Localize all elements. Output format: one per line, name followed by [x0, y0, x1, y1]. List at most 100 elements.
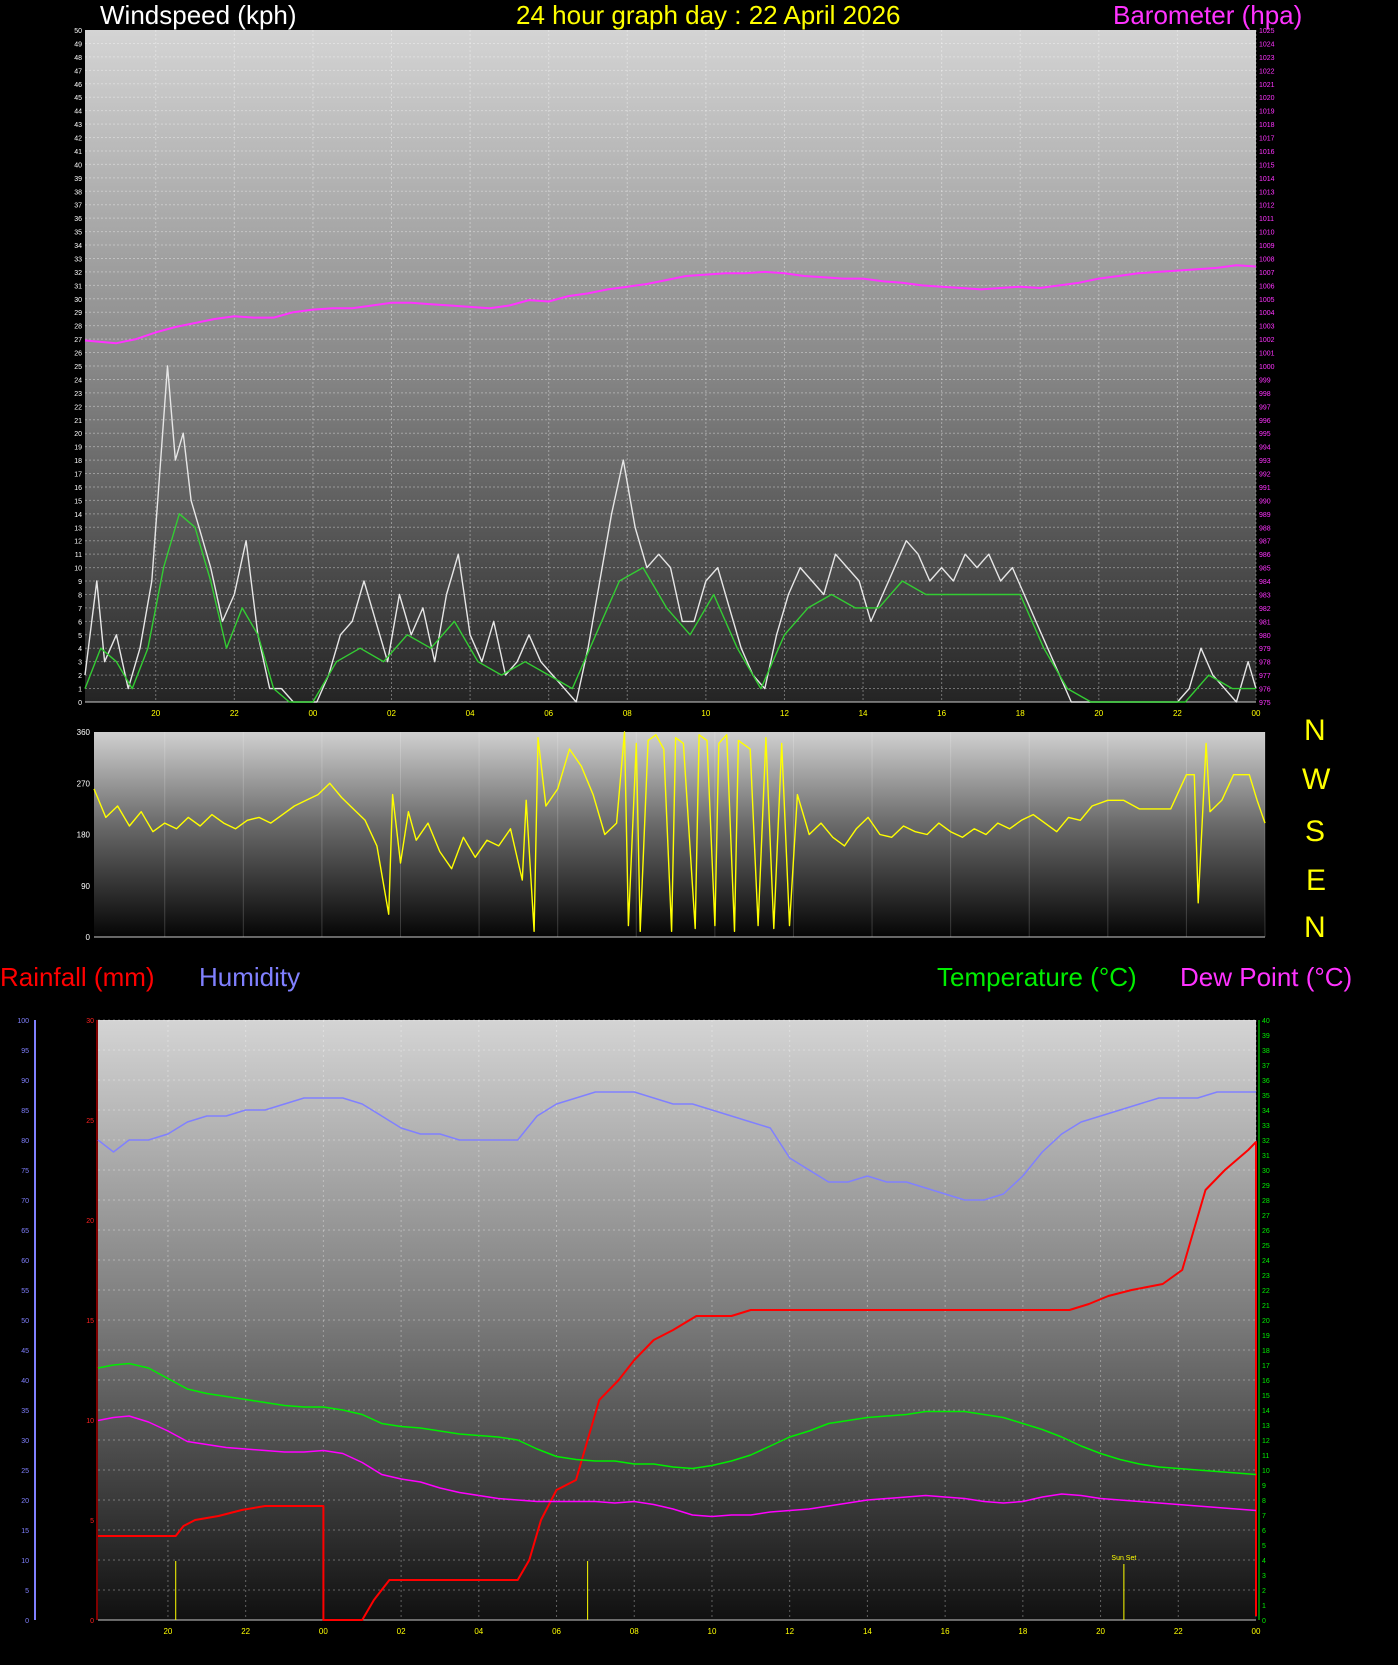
rainfall-tick-label: 0: [90, 1618, 94, 1625]
barometer-tick-label: 981: [1259, 619, 1271, 626]
temperature-tick-label: 24: [1262, 1258, 1270, 1265]
dewpoint-title: Dew Point (°C): [1180, 962, 1353, 992]
windspeed-tick-label: 37: [74, 203, 82, 210]
barometer-tick-label: 1018: [1259, 122, 1275, 129]
temperature-tick-label: 14: [1262, 1408, 1270, 1415]
windspeed-tick-label: 11: [75, 552, 82, 559]
windspeed-tick-label: 41: [74, 149, 82, 156]
humidity-tick-label: 90: [21, 1078, 29, 1085]
windspeed-tick-label: 21: [74, 418, 82, 425]
barometer-tick-label: 1001: [1259, 351, 1275, 358]
barometer-tick-label: 1021: [1259, 82, 1275, 89]
direction-tick-label: 90: [81, 882, 90, 891]
temperature-tick-label: 3: [1262, 1573, 1266, 1580]
temperature-title: Temperature (°C): [937, 962, 1137, 992]
humidity-tick-label: 10: [21, 1558, 29, 1565]
temperature-tick-label: 31: [1262, 1153, 1270, 1160]
windspeed-tick-label: 25: [74, 364, 82, 371]
windspeed-tick-label: 13: [74, 525, 82, 532]
windspeed-tick-label: 10: [74, 566, 82, 573]
climate-time-label: 02: [397, 1627, 406, 1636]
rainfall-tick-label: 5: [90, 1518, 94, 1525]
climate-time-label: 10: [708, 1627, 717, 1636]
climate-time-label: 08: [630, 1627, 639, 1636]
barometer-tick-label: 993: [1259, 458, 1271, 465]
barometer-tick-label: 1007: [1259, 270, 1275, 277]
windspeed-tick-label: 48: [74, 55, 82, 62]
windspeed-tick-label: 6: [78, 619, 82, 626]
windspeed-tick-label: 49: [74, 41, 82, 48]
humidity-tick-label: 35: [21, 1408, 29, 1415]
humidity-tick-label: 85: [21, 1108, 29, 1115]
humidity-tick-label: 30: [21, 1438, 29, 1445]
windspeed-tick-label: 32: [74, 270, 82, 277]
barometer-tick-label: 1016: [1259, 149, 1275, 156]
series-line-barometer: [84, 264, 1257, 345]
windspeed-time-label: 00: [1252, 709, 1261, 718]
windspeed-tick-label: 36: [74, 216, 82, 223]
windspeed-tick-label: 34: [74, 243, 82, 250]
temperature-tick-label: 23: [1262, 1273, 1270, 1280]
climate-time-label: 18: [1018, 1627, 1027, 1636]
windspeed-tick-label: 31: [74, 283, 82, 290]
humidity-title: Humidity: [199, 962, 301, 992]
barometer-tick-label: 980: [1259, 633, 1271, 640]
barometer-tick-label: 1023: [1259, 55, 1275, 62]
barometer-tick-label: 985: [1259, 566, 1271, 573]
series-line-wind-average: [84, 513, 1256, 703]
humidity-tick-label: 40: [21, 1378, 29, 1385]
barometer-tick-label: 1004: [1259, 310, 1275, 317]
rainfall-tick-label: 20: [86, 1218, 94, 1225]
windspeed-time-label: 06: [544, 709, 553, 718]
windspeed-tick-label: 19: [74, 445, 82, 452]
windspeed-tick-label: 35: [74, 230, 82, 237]
direction-tick-label: 360: [77, 728, 91, 737]
series-line-dewpoint: [97, 1415, 1257, 1518]
climate-time-label: 22: [241, 1627, 250, 1636]
temperature-tick-label: 25: [1262, 1243, 1270, 1250]
temperature-tick-label: 18: [1262, 1348, 1270, 1355]
temperature-tick-label: 33: [1262, 1123, 1270, 1130]
humidity-tick-label: 50: [21, 1318, 29, 1325]
barometer-tick-label: 1009: [1259, 243, 1275, 250]
humidity-tick-label: 95: [21, 1048, 29, 1055]
windspeed-time-label: 08: [623, 709, 632, 718]
windspeed-tick-label: 1: [78, 687, 82, 694]
barometer-tick-label: 978: [1259, 660, 1271, 667]
barometer-tick-label: 994: [1259, 445, 1271, 452]
windspeed-tick-label: 3: [78, 660, 82, 667]
barometer-tick-label: 997: [1259, 404, 1271, 411]
windspeed-tick-label: 38: [74, 189, 82, 196]
windspeed-tick-label: 39: [74, 176, 82, 183]
windspeed-tick-label: 18: [74, 458, 82, 465]
humidity-tick-label: 0: [25, 1618, 29, 1625]
barometer-tick-label: 976: [1259, 687, 1271, 694]
climate-time-label: 04: [474, 1627, 483, 1636]
windspeed-time-label: 22: [230, 709, 239, 718]
temperature-tick-label: 0: [1262, 1618, 1266, 1625]
temperature-tick-label: 8: [1262, 1498, 1266, 1505]
climate-time-label: 12: [785, 1627, 794, 1636]
barometer-tick-label: 1006: [1259, 283, 1275, 290]
series-line-wind-direction: [93, 731, 1266, 932]
direction-tick-label: 0: [86, 933, 91, 942]
windspeed-tick-label: 27: [74, 337, 82, 344]
temperature-tick-label: 35: [1262, 1093, 1270, 1100]
windspeed-time-label: 16: [937, 709, 946, 718]
barometer-tick-label: 1015: [1259, 162, 1275, 169]
temperature-tick-label: 19: [1262, 1333, 1270, 1340]
barometer-tick-label: 983: [1259, 592, 1271, 599]
humidity-tick-label: 60: [21, 1258, 29, 1265]
barometer-tick-label: 996: [1259, 418, 1271, 425]
barometer-tick-label: 1020: [1259, 95, 1275, 102]
temperature-tick-label: 27: [1262, 1213, 1270, 1220]
barometer-tick-label: 982: [1259, 606, 1271, 613]
windspeed-tick-label: 33: [74, 256, 82, 263]
temperature-tick-label: 10: [1262, 1468, 1270, 1475]
barometer-tick-label: 975: [1259, 700, 1271, 707]
compass-w: W: [1302, 763, 1331, 796]
compass-e: E: [1306, 864, 1327, 897]
windspeed-time-label: 12: [780, 709, 789, 718]
temperature-tick-label: 36: [1262, 1078, 1270, 1085]
